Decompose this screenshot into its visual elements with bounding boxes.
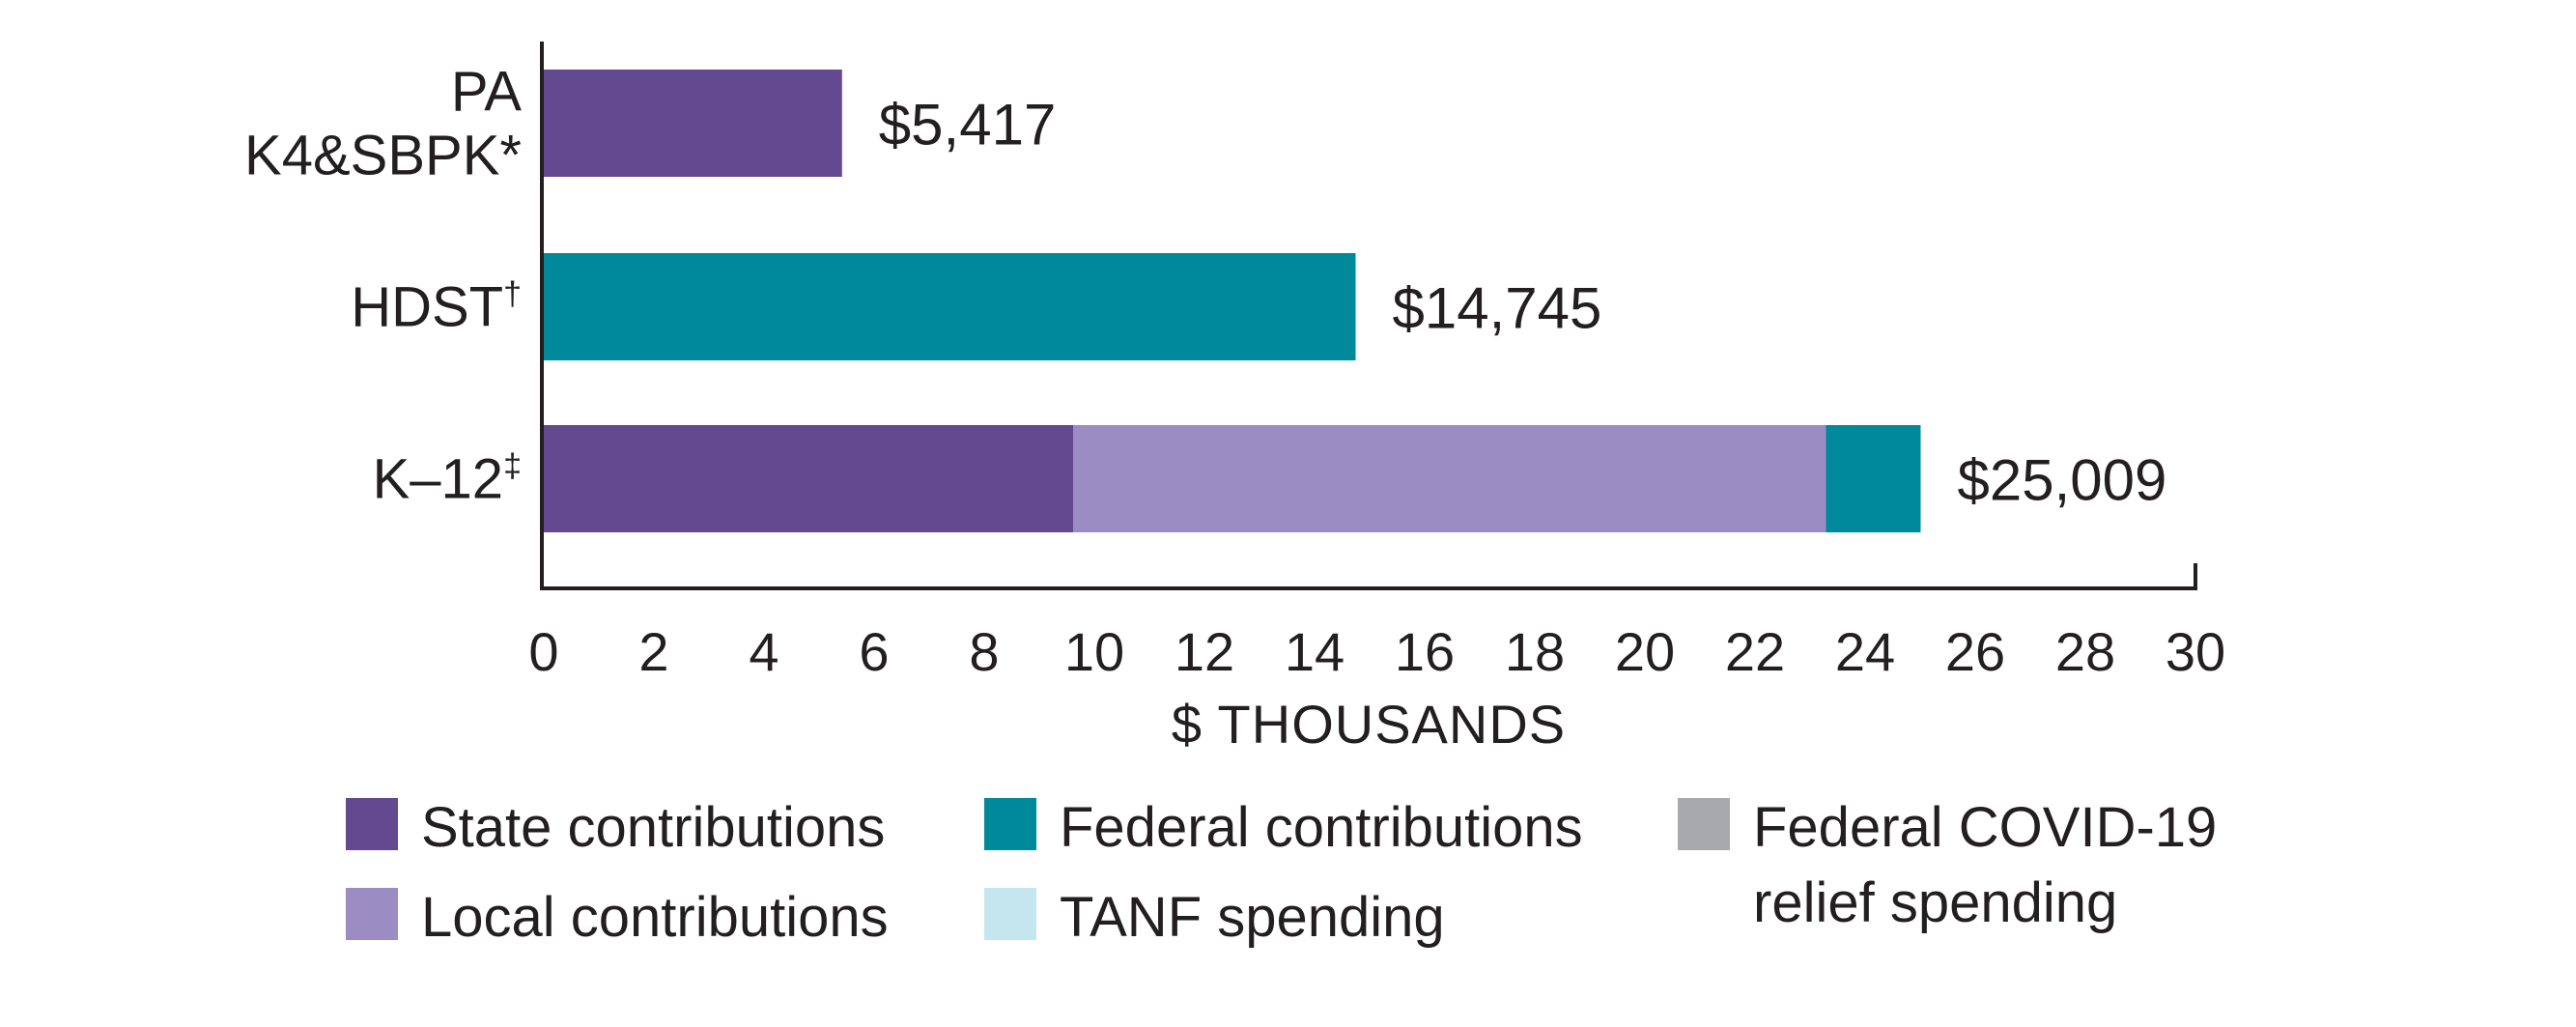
x-tick-label: 4 [749, 621, 778, 682]
legend-label: Local contributions [421, 886, 889, 949]
legend-item-state-contributions: State contributions [346, 796, 885, 859]
bar-segment-state-contributions-0 [544, 70, 842, 177]
x-tick-labels: 0 2 4 6 8 10 12 14 16 18 20 22 24 26 28 30 [528, 621, 2225, 682]
legend-item-federal-covid-19-relief-spending: Federal COVID-19 relief spending [1678, 796, 2217, 934]
legend-swatch [346, 798, 398, 850]
x-tick-label: 18 [1505, 621, 1565, 682]
x-tick-label: 28 [2055, 621, 2115, 682]
x-tick-label: 12 [1175, 621, 1234, 682]
x-tick-label: 0 [528, 621, 558, 682]
x-tick-label: 20 [1615, 621, 1675, 682]
legend-item-tanf-spending: TANF spending [984, 886, 1445, 949]
legend-swatch [984, 888, 1036, 940]
legend-label: TANF spending [1060, 886, 1445, 949]
x-tick-label: 6 [859, 621, 889, 682]
legend-label: Federal contributions [1060, 796, 1583, 859]
legend-swatch [346, 888, 398, 940]
category-label: K4&SBPK* [244, 125, 522, 187]
x-tick-label: 2 [638, 621, 668, 682]
category-label: PA [451, 61, 522, 124]
legend-label: State contributions [421, 796, 885, 859]
x-tick-label: 26 [1945, 621, 2005, 682]
bar-segment-federal-contributions-2 [1826, 425, 1921, 532]
legend-item-local-contributions: Local contributions [346, 886, 889, 949]
value-labels: $5,417 $14,745 $25,009 [879, 93, 2167, 513]
category-label: K–12‡ [373, 448, 522, 511]
axes-group [540, 42, 2197, 590]
legend-label: relief spending [1753, 871, 2117, 934]
legend-swatch [1678, 798, 1730, 850]
bar-segment-federal-contributions-1 [544, 253, 1356, 360]
bar-segment-state-contributions-2 [544, 425, 1074, 532]
x-tick-label: 10 [1064, 621, 1124, 682]
x-axis-title: $ THOUSANDS [1172, 694, 1566, 755]
bar-segment-local-contributions-2 [1073, 425, 1826, 532]
value-label: $14,745 [1393, 276, 1602, 341]
legend-swatch [984, 798, 1036, 850]
x-tick-label: 14 [1285, 621, 1345, 682]
x-tick-label: 8 [969, 621, 999, 682]
legend-item-federal-contributions: Federal contributions [984, 796, 1583, 859]
value-label: $25,009 [1958, 448, 2167, 513]
bars-group [544, 70, 1921, 532]
x-tick-label: 30 [2166, 621, 2225, 682]
x-tick-label: 22 [1725, 621, 1785, 682]
value-label: $5,417 [879, 93, 1057, 157]
x-tick-label: 24 [1835, 621, 1895, 682]
legend-label: Federal COVID-19 [1753, 796, 2217, 859]
x-tick-label: 16 [1395, 621, 1455, 682]
category-label: HDST† [351, 276, 522, 339]
legend: State contributions Federal contributions… [346, 796, 2217, 949]
